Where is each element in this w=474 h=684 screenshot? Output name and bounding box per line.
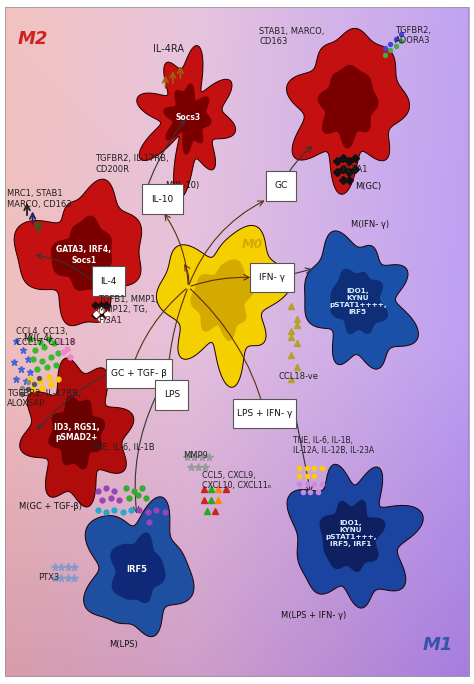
Text: M(LPS + IFN- γ): M(LPS + IFN- γ) — [281, 611, 346, 620]
Text: TNE, IL-6, IL-1B,
IL-12A, IL-12B, IL-23A: TNE, IL-6, IL-1B, IL-12A, IL-12B, IL-23A — [293, 436, 374, 456]
FancyBboxPatch shape — [249, 263, 294, 292]
FancyBboxPatch shape — [91, 266, 125, 295]
Text: GC + TGF- β: GC + TGF- β — [111, 369, 167, 378]
Text: LPS: LPS — [164, 391, 180, 399]
Text: IL-4: IL-4 — [100, 276, 116, 285]
Text: CCL18-ve: CCL18-ve — [279, 372, 319, 381]
Text: M(LPS): M(LPS) — [109, 640, 138, 650]
Text: M0: M0 — [242, 238, 263, 251]
Text: TGFBR2, IL-17RB,
ALOXSAP: TGFBR2, IL-17RB, ALOXSAP — [7, 389, 81, 408]
Text: PTX3: PTX3 — [38, 573, 59, 582]
Text: CCL5, CXCL9,
CXCL10, CXCL11ₒ: CCL5, CXCL9, CXCL10, CXCL11ₒ — [202, 471, 271, 490]
Polygon shape — [156, 226, 292, 387]
Polygon shape — [83, 497, 194, 637]
Text: TGFBR2,
ADORA3: TGFBR2, ADORA3 — [395, 25, 431, 45]
Polygon shape — [286, 28, 410, 194]
Polygon shape — [164, 83, 211, 155]
Polygon shape — [110, 533, 165, 603]
Text: Socs3: Socs3 — [176, 113, 201, 122]
Text: M(GC + TGF-β): M(GC + TGF-β) — [18, 502, 82, 511]
Text: IFN- γ: IFN- γ — [259, 273, 285, 282]
Text: TNE, IL-6, IL-1B: TNE, IL-6, IL-1B — [91, 443, 155, 451]
Text: TGFBR2, IL-17RB,
CD200R: TGFBR2, IL-17RB, CD200R — [95, 155, 169, 174]
Text: M2: M2 — [18, 29, 48, 48]
Text: GC: GC — [274, 181, 288, 190]
Text: ID3, RGS1,
pSMAD2+: ID3, RGS1, pSMAD2+ — [54, 423, 100, 442]
FancyBboxPatch shape — [266, 171, 296, 200]
Polygon shape — [51, 215, 112, 291]
Text: TGFB1, MMP1,
MMP12, TG,
FI3A1: TGFB1, MMP1, MMP12, TG, FI3A1 — [98, 295, 158, 325]
Polygon shape — [20, 358, 134, 507]
Polygon shape — [48, 395, 105, 469]
Text: M(IL-4): M(IL-4) — [23, 334, 52, 343]
Text: LPS + IFN- γ: LPS + IFN- γ — [237, 409, 292, 418]
Polygon shape — [137, 46, 236, 198]
FancyBboxPatch shape — [142, 185, 182, 214]
Text: MRC1, STAB1
MARCO, CD163: MRC1, STAB1 MARCO, CD163 — [7, 189, 72, 209]
FancyBboxPatch shape — [233, 399, 296, 428]
Polygon shape — [14, 179, 142, 326]
Polygon shape — [318, 65, 379, 148]
Polygon shape — [191, 259, 255, 341]
Text: M(IL-10): M(IL-10) — [165, 181, 199, 190]
FancyBboxPatch shape — [155, 380, 188, 410]
Polygon shape — [287, 464, 423, 608]
Text: F13A1: F13A1 — [341, 165, 368, 174]
Text: IL-10: IL-10 — [151, 195, 173, 204]
Text: IRF5: IRF5 — [127, 566, 147, 575]
Text: M(GC): M(GC) — [356, 182, 382, 191]
Text: STAB1, MARCO,
CD163: STAB1, MARCO, CD163 — [259, 27, 325, 47]
Polygon shape — [330, 269, 388, 334]
Text: MMP9: MMP9 — [183, 451, 209, 460]
FancyBboxPatch shape — [107, 359, 172, 389]
Text: IDO1,
KYNU
pSTAT1++++,
IRF5: IDO1, KYNU pSTAT1++++, IRF5 — [329, 288, 387, 315]
Text: M(IFN- γ): M(IFN- γ) — [351, 220, 389, 229]
Text: IL-4RA: IL-4RA — [154, 44, 184, 54]
Polygon shape — [319, 500, 385, 572]
Text: GATA3, IRF4,
Socs1: GATA3, IRF4, Socs1 — [56, 245, 111, 265]
Text: IDO1,
KYNU
pSTAT1+++,
IRF5, IRF1: IDO1, KYNU pSTAT1+++, IRF5, IRF1 — [325, 520, 376, 547]
Text: M1: M1 — [423, 636, 453, 655]
Text: CCL4, CC13,
CCL17, CCL18: CCL4, CC13, CCL17, CCL18 — [16, 327, 76, 347]
Polygon shape — [305, 231, 419, 369]
